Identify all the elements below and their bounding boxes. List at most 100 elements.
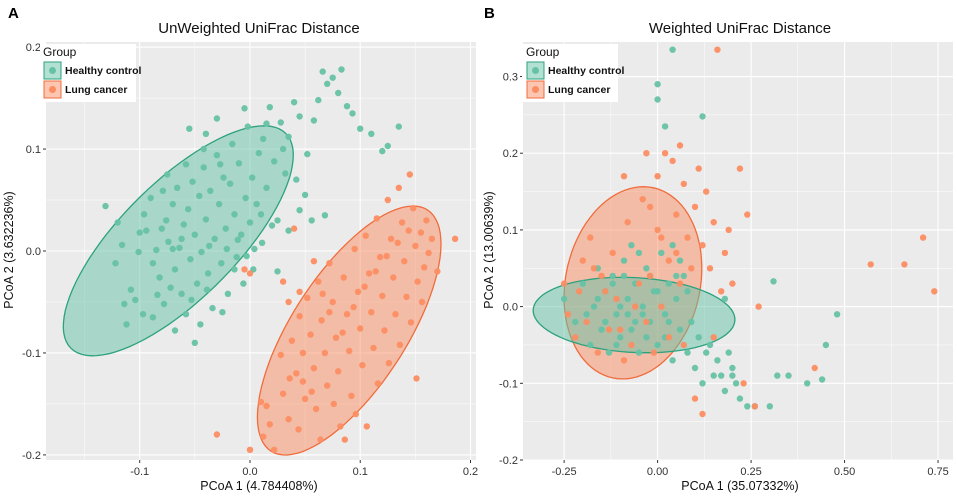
lung-cancer-point: [594, 349, 601, 356]
healthy-control-point: [669, 357, 676, 364]
healthy-control-point: [729, 372, 736, 379]
lung-cancer-point: [718, 288, 725, 295]
lung-cancer-point: [295, 426, 302, 433]
lung-cancer-point: [421, 264, 428, 271]
healthy-control-point: [249, 174, 256, 181]
healthy-control-point: [127, 286, 135, 293]
healthy-control-point: [639, 311, 646, 318]
lung-cancer-point: [617, 326, 624, 333]
lung-cancer-point: [428, 235, 436, 242]
healthy-control-point: [605, 349, 613, 356]
healthy-control-point: [277, 119, 284, 126]
lung-cancer-point: [665, 334, 672, 341]
healthy-control-point: [266, 104, 273, 111]
panel-b-x-axis-label: PCoA 1 (35.07332%): [681, 479, 798, 493]
healthy-control-point: [598, 326, 605, 333]
healthy-control-point: [234, 236, 241, 243]
healthy-control-point: [191, 339, 198, 346]
lung-cancer-point: [384, 196, 391, 204]
lung-cancer-point: [304, 294, 311, 302]
lung-cancer-point: [736, 165, 744, 172]
healthy-control-point: [149, 260, 157, 267]
lung-cancer-point: [246, 446, 254, 453]
healthy-control-point: [676, 257, 684, 264]
healthy-control-point: [293, 176, 300, 183]
y-tick-label: -0.1: [22, 348, 41, 360]
x-tick-label: 0.50: [834, 466, 855, 478]
healthy-control-point: [632, 318, 639, 326]
lung-cancer-point: [330, 400, 337, 408]
healthy-control-point: [609, 280, 616, 287]
panel-b-legend: Group Healthy control Lung cancer: [522, 44, 625, 102]
lung-cancer-point: [725, 226, 732, 234]
healthy-control-point: [833, 311, 841, 318]
healthy-control-point: [154, 291, 161, 298]
healthy-control-point: [774, 372, 781, 379]
healthy-control-point: [695, 334, 702, 341]
lung-cancer-point: [676, 142, 684, 149]
x-tick-label: 0.0: [242, 466, 257, 478]
lung-cancer-point: [643, 318, 650, 326]
panel-b-legend-dot-healthy: [532, 67, 539, 74]
lung-cancer-point: [288, 337, 296, 344]
lung-cancer-point: [564, 311, 572, 318]
healthy-control-point: [310, 117, 318, 124]
lung-cancer-point: [632, 303, 639, 310]
lung-cancer-point: [293, 370, 300, 377]
healthy-control-point: [721, 295, 729, 303]
healthy-control-point: [222, 225, 229, 232]
healthy-control-point: [594, 295, 601, 303]
lung-cancer-point: [337, 423, 344, 430]
healthy-control-point: [246, 219, 254, 226]
lung-cancer-point: [560, 280, 568, 287]
healthy-control-point: [207, 187, 214, 194]
healthy-control-point: [602, 318, 609, 326]
healthy-control-point: [699, 113, 706, 120]
lung-cancer-point: [418, 298, 426, 306]
lung-cancer-point: [721, 249, 729, 257]
lung-cancer-point: [341, 436, 348, 443]
healthy-control-point: [744, 403, 751, 410]
healthy-control-point: [243, 252, 250, 260]
lung-cancer-point: [392, 311, 399, 318]
healthy-control-point: [688, 318, 695, 326]
healthy-control-point: [274, 217, 281, 224]
healthy-control-point: [213, 152, 221, 159]
healthy-control-point: [187, 256, 194, 263]
lung-cancer-point: [319, 290, 326, 297]
x-tick-label: -0.25: [552, 466, 577, 478]
healthy-control-point: [654, 288, 661, 295]
panel-b-legend-title: Group: [526, 45, 560, 59]
healthy-control-point: [714, 357, 721, 364]
healthy-control-point: [224, 290, 232, 297]
healthy-control-point: [710, 372, 717, 379]
healthy-control-point: [282, 170, 289, 177]
healthy-control-point: [661, 311, 669, 318]
healthy-control-point: [706, 341, 714, 349]
healthy-control-point: [231, 266, 238, 273]
healthy-control-point: [319, 68, 326, 75]
y-tick-label: -0.2: [22, 450, 41, 462]
healthy-control-point: [135, 248, 142, 256]
lung-cancer-point: [285, 416, 292, 423]
lung-cancer-point: [931, 288, 938, 295]
panel-a-y-axis-label: PCoA 2 (3.632236%): [2, 191, 16, 308]
lung-cancer-point: [579, 257, 586, 264]
healthy-control-point: [158, 225, 165, 232]
healthy-control-point: [258, 239, 266, 246]
healthy-control-point: [296, 113, 303, 120]
panel-b-letter: B: [484, 5, 495, 22]
lung-cancer-point: [661, 150, 669, 157]
healthy-control-point: [654, 96, 661, 103]
lung-cancer-point: [403, 293, 410, 301]
lung-cancer-point: [669, 157, 676, 165]
lung-cancer-point: [401, 258, 408, 265]
healthy-control-point: [231, 211, 238, 218]
lung-cancer-point: [691, 203, 699, 211]
healthy-control-point: [335, 89, 342, 97]
lung-cancer-point: [326, 260, 333, 267]
lung-cancer-point: [396, 341, 404, 348]
lung-cancer-point: [811, 364, 818, 372]
healthy-control-point: [167, 284, 174, 291]
